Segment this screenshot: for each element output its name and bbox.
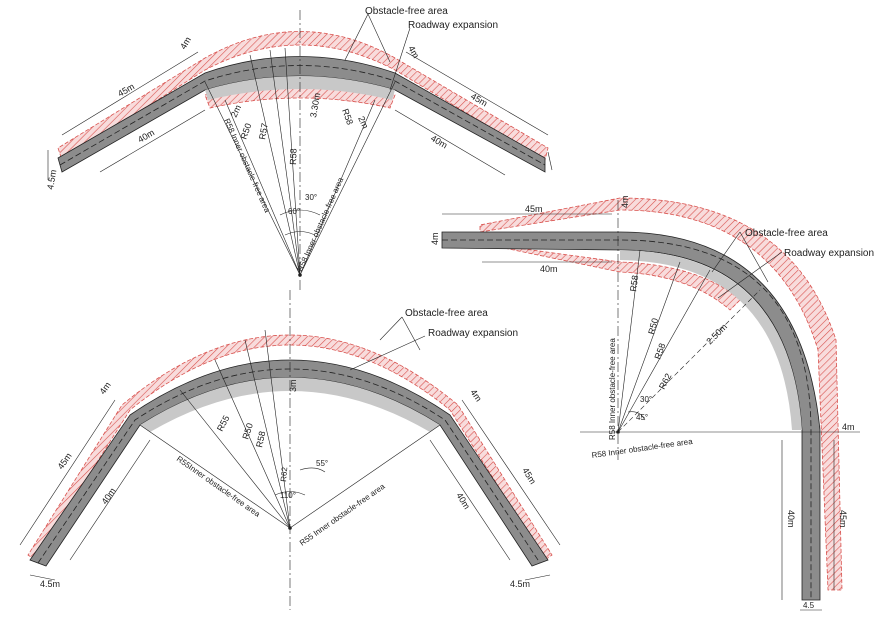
d2-angle-45: 45° xyxy=(636,413,648,422)
d2-dim-4-left: 4m xyxy=(430,232,440,245)
d1-dim-40-right: 40m xyxy=(429,133,449,150)
d2-obstacle-label: Obstacle-free area xyxy=(745,228,828,239)
d3-dim-45-right: 45m xyxy=(520,466,538,486)
d1-angle-30: 30° xyxy=(305,193,317,202)
d1-r50: R50 xyxy=(238,122,253,141)
obstacle-free-area-1 xyxy=(57,31,549,161)
d1-dim-40-left: 40m xyxy=(136,127,156,144)
d3-inner-left: R55Inner obstacle-free area xyxy=(175,454,262,519)
d1-dim-45-end: 4.5m xyxy=(45,169,58,190)
d3-r55: R55 xyxy=(215,414,232,433)
d3-dim-3: 3m xyxy=(288,379,298,392)
d2-dim-4-top: 4m xyxy=(620,195,630,208)
d3-dim-4-left: 4m xyxy=(97,380,112,396)
d2-r58-b: R58 xyxy=(652,342,667,361)
d1-obstacle-label: Obstacle-free area xyxy=(365,6,448,17)
d1-inner-right: R58 Inner obstacle-free area xyxy=(296,176,346,273)
d2-inner-vertical: R58 Inner obstacle-free area xyxy=(608,338,617,440)
d2-r58: R58 xyxy=(628,275,640,293)
d3-angle-110: 110° xyxy=(280,491,296,500)
centerline-3 xyxy=(37,368,541,564)
d1-dim-330: 3.30m xyxy=(308,92,322,118)
d3-dim-40-right: 40m xyxy=(454,491,472,511)
d1-r57: R57 xyxy=(257,122,270,140)
d3-dim-40-left: 40m xyxy=(99,486,117,506)
roadway-expansion-3 xyxy=(140,377,440,432)
d2-dim-40: 40m xyxy=(540,264,558,274)
d3-roadway-label: Roadway expansion xyxy=(428,328,518,339)
d1-dim-2-right: 2m xyxy=(356,115,370,131)
d2-r62: R62 xyxy=(657,372,674,391)
d2-dim-45-bottom: 4.5 xyxy=(803,601,815,610)
d2-dim-40-v: 40m xyxy=(786,510,796,528)
d2-dim-4-right: 4m xyxy=(842,422,855,432)
d3-dim-4-right: 4m xyxy=(468,387,483,403)
d3-dim-45-end-right: 4.5m xyxy=(510,579,530,589)
diagram-3: 4m 4m 45m 45m 40m 40m 3m R55 R50 R58 R62… xyxy=(19,290,561,610)
d2-dim-45-v: 45m xyxy=(838,510,848,528)
d2-roadway-label: Roadway expansion xyxy=(784,248,874,259)
d1-r58-a: R58 xyxy=(340,107,355,126)
d1-r-main: R58 xyxy=(288,148,299,165)
d2-inner-horizontal: R58 Inner obstacle-free area xyxy=(591,437,694,460)
d1-roadway-label: Roadway expansion xyxy=(408,20,498,31)
d3-r50: R50 xyxy=(240,422,255,441)
obstacle-free-inner-2 xyxy=(479,242,741,311)
d2-dim-250: 2.50m xyxy=(704,322,729,347)
d3-r62: R62 xyxy=(279,466,289,482)
d3-angle-55: 55° xyxy=(316,459,328,468)
obstacle-free-area-3 xyxy=(27,334,553,561)
d1-dim-4-left: 4m xyxy=(178,35,193,51)
d2-dim-45: 45m xyxy=(525,204,543,214)
d1-dim-4-right: 4m xyxy=(406,44,421,60)
d3-r58: R58 xyxy=(254,430,267,448)
obstacle-free-area-2 xyxy=(479,197,843,591)
d3-inner-right: R55 Inner obstacle-free area xyxy=(298,482,387,548)
centerline-2 xyxy=(442,239,812,600)
d2-r50: R50 xyxy=(646,317,660,336)
d1-dim-2-left: 2m xyxy=(229,103,243,119)
roadway-2 xyxy=(441,231,821,601)
d3-dim-45-end-left: 4.5m xyxy=(40,579,60,589)
d2-angle-30: 30° xyxy=(640,395,652,404)
diagram-2: 45m 40m 4m 4m R58 R50 R58 R62 2.50m 45° … xyxy=(430,195,874,611)
d1-angle-60: 60° xyxy=(288,207,300,216)
d3-obstacle-label: Obstacle-free area xyxy=(405,308,488,319)
d3-dim-45-left: 45m xyxy=(55,451,73,471)
